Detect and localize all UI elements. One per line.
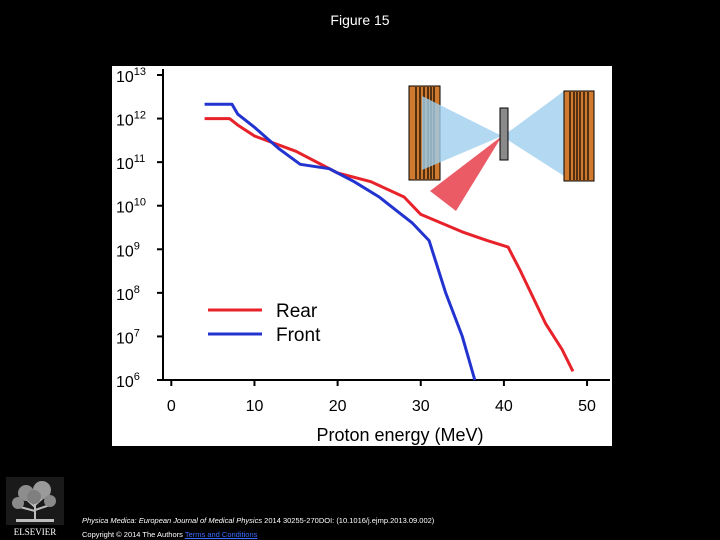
x-tick-label: 40 (495, 398, 513, 415)
x-axis-title: Proton energy (MeV) (316, 425, 483, 445)
elsevier-tree-logo: ELSEVIER (6, 477, 64, 537)
y-tick-label-base: 10 (116, 243, 134, 260)
logo-text: ELSEVIER (14, 527, 57, 537)
front-detector-layers (569, 92, 589, 180)
y-tick-label-base: 10 (116, 330, 134, 347)
y-tick-label-exponent: 10 (134, 197, 146, 209)
y-tick-label: 1012 (116, 110, 146, 130)
y-tick-label-base: 10 (116, 113, 134, 130)
copyright-text: Copyright © 2014 The Authors (82, 530, 185, 539)
x-tick-label: 30 (412, 398, 430, 415)
y-tick-label: 1011 (116, 153, 145, 173)
chart-panel: 1013 1012 1011 1010 109 108 107 106 0 10 20 30 40 50 P… (112, 66, 612, 446)
y-tick-label: 107 (116, 327, 140, 347)
target-foil (499, 107, 509, 161)
citation-line: Physica Medica: European Journal of Medi… (82, 516, 434, 525)
y-tick-label-exponent: 12 (134, 110, 146, 122)
y-tick-label: 109 (116, 240, 140, 260)
x-tick-label: 10 (246, 398, 264, 415)
rear-emission-cone (422, 96, 502, 170)
figure-title: Figure 15 (330, 12, 390, 28)
legend-label-front: Front (276, 325, 321, 346)
terms-and-conditions-link[interactable]: Terms and Conditions (184, 530, 258, 539)
x-tick-label: 50 (578, 398, 596, 415)
y-tick-label-base: 10 (116, 200, 134, 217)
y-tick-label-base: 10 (116, 156, 134, 173)
y-tick-label-exponent: 6 (134, 371, 140, 383)
detector-schematic-inset (408, 85, 595, 211)
copyright-line: Copyright © 2014 The Authors Terms and C… (82, 530, 257, 539)
y-tick-label-exponent: 11 (134, 153, 145, 165)
y-tick-label-exponent: 9 (134, 240, 140, 252)
y-tick-label-base: 10 (116, 69, 134, 86)
y-tick-label: 1010 (116, 197, 146, 217)
series-lines (204, 102, 575, 381)
laser-beam (430, 136, 502, 211)
journal-name: Physica Medica: European Journal of Medi… (82, 516, 263, 525)
y-tick-label-base: 10 (116, 287, 134, 304)
citation-details: 2014 30255-270DOI: (10.1016/j.ejmp.2013.… (262, 516, 435, 525)
front-detector-stack (563, 90, 595, 182)
y-tick-label: 108 (116, 284, 140, 304)
legend: Rear Front (208, 301, 321, 346)
y-tick-label-exponent: 13 (134, 66, 146, 78)
x-tick-label: 20 (329, 398, 347, 415)
y-tick-label-exponent: 8 (134, 284, 140, 296)
x-tick-label: 0 (167, 398, 176, 415)
y-tick-label: 106 (116, 371, 140, 391)
y-tick-label: 1013 (116, 66, 146, 86)
y-tick-label-base: 10 (116, 374, 134, 391)
series-line-front (204, 102, 477, 381)
series-line-rear (204, 117, 575, 372)
y-tick-label-exponent: 7 (134, 327, 140, 339)
legend-label-rear: Rear (276, 301, 318, 322)
